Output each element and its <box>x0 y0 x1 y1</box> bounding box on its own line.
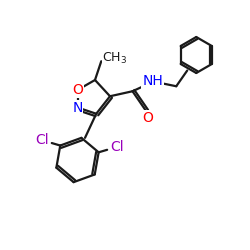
Text: O: O <box>72 83 83 97</box>
Text: NH: NH <box>142 74 163 88</box>
Text: N: N <box>72 100 83 114</box>
Text: Cl: Cl <box>36 133 49 147</box>
Text: Cl: Cl <box>110 140 124 154</box>
Text: CH$_3$: CH$_3$ <box>102 51 128 66</box>
Text: O: O <box>142 110 153 124</box>
